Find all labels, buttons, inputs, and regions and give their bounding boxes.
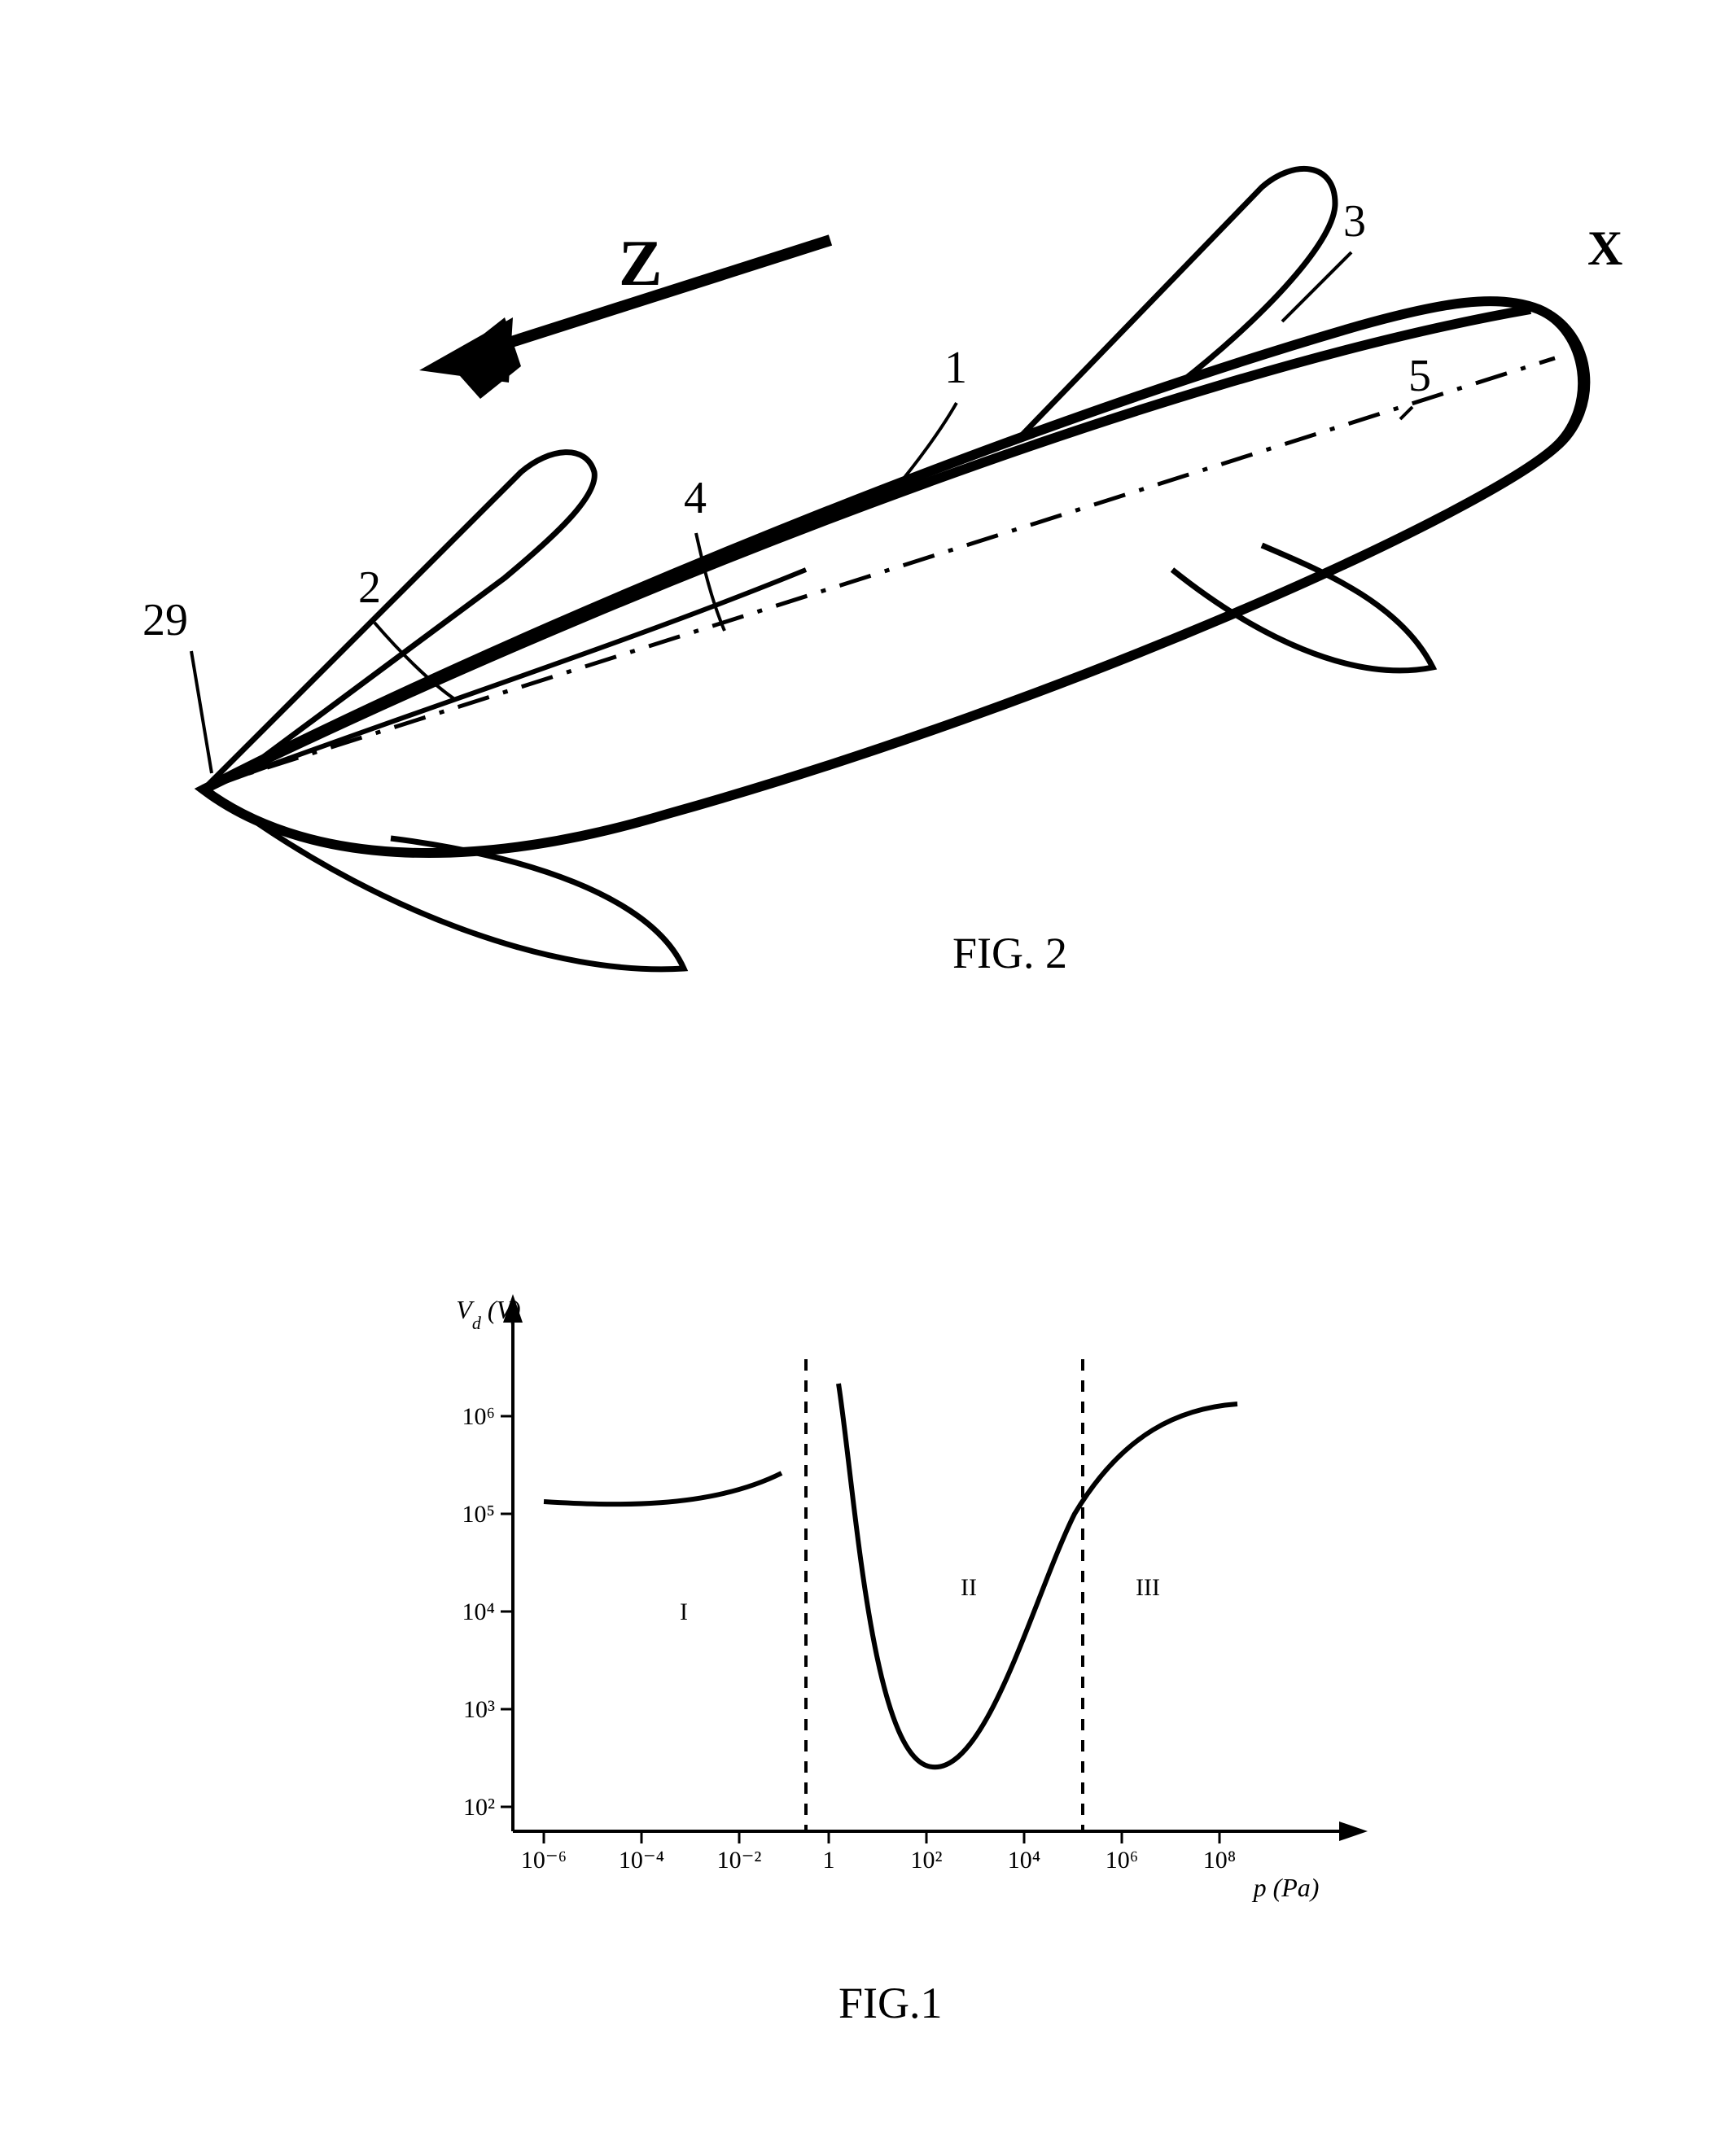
xtick-7: 10⁸ [1203, 1847, 1236, 1874]
xtick-6: 10⁶ [1106, 1847, 1138, 1874]
curve-region-2-3 [838, 1384, 1237, 1767]
curve-region-1 [544, 1473, 782, 1504]
label-5: 5 [1408, 351, 1431, 401]
figure-1-caption: FIG.1 [838, 1978, 943, 2028]
leader-5 [1400, 407, 1412, 419]
leader-4 [696, 533, 725, 631]
region-label-3: III [1136, 1574, 1160, 1601]
xtick-5: 10⁴ [1008, 1847, 1040, 1874]
xtick-3: 1 [823, 1847, 835, 1874]
label-z: Z [619, 228, 662, 300]
page: Z X 1 2 3 4 5 29 FIG. 2 10⁻⁶ 10⁻⁴ 10⁻² 1… [0, 0, 1712, 2156]
figure-2-svg: Z X 1 2 3 4 5 29 [98, 81, 1644, 1017]
label-2: 2 [358, 562, 381, 613]
y-ticks: 10² 10³ 10⁴ 10⁵ 10⁶ [462, 1403, 513, 1821]
ytick-4: 10⁶ [462, 1403, 495, 1430]
xtick-0: 10⁻⁶ [521, 1847, 567, 1874]
leader-3 [1282, 252, 1351, 321]
label-4: 4 [684, 473, 707, 523]
ytick-2: 10⁴ [462, 1598, 495, 1625]
figure-1-svg: 10⁻⁶ 10⁻⁴ 10⁻² 1 10² 10⁴ 10⁶ 10⁸ 10² 10³… [366, 1245, 1425, 1961]
region-label-1: I [680, 1598, 688, 1625]
label-x: X [1587, 221, 1622, 275]
central-axis-line [204, 358, 1555, 788]
fuselage-outline [204, 301, 1583, 853]
leader-29 [191, 651, 212, 773]
xtick-1: 10⁻⁴ [619, 1847, 664, 1874]
y-axis-label: Vd (V) [456, 1295, 520, 1333]
label-3: 3 [1343, 196, 1366, 247]
forward-top-fin [204, 453, 594, 789]
rear-lower-fin [1172, 545, 1433, 671]
x-axis-arrow [1339, 1821, 1368, 1841]
label-1: 1 [944, 343, 967, 393]
figure-2-caption: FIG. 2 [952, 928, 1067, 978]
xtick-4: 10² [911, 1847, 943, 1874]
xtick-2: 10⁻² [717, 1847, 762, 1874]
label-29: 29 [142, 595, 188, 645]
x-axis-label: p (Pa) [1252, 1873, 1320, 1902]
ytick-3: 10⁵ [462, 1501, 495, 1528]
ytick-0: 10² [463, 1794, 495, 1821]
ytick-1: 10³ [463, 1696, 495, 1723]
region-label-2: II [961, 1574, 977, 1601]
x-ticks: 10⁻⁶ 10⁻⁴ 10⁻² 1 10² 10⁴ 10⁶ 10⁸ [521, 1831, 1236, 1874]
